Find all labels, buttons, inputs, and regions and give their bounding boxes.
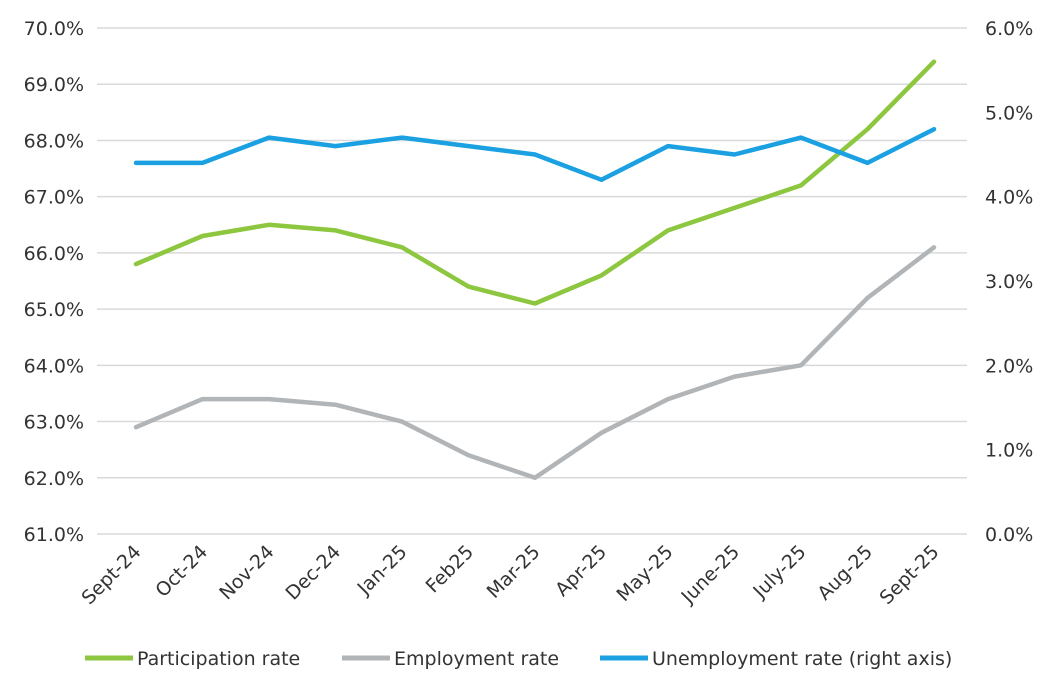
x-axis-tick-label: Feb25	[422, 541, 478, 597]
left-axis-tick-label: 68.0%	[24, 130, 84, 152]
x-axis-tick-label: June-25	[677, 541, 744, 608]
right-axis-tick-label: 2.0%	[985, 355, 1033, 377]
right-axis-tick-label: 5.0%	[985, 102, 1033, 124]
right-axis-tick-label: 1.0%	[985, 440, 1033, 462]
left-axis-tick-label: 64.0%	[24, 355, 84, 377]
x-axis-tick-label: Sept-24	[77, 541, 145, 609]
x-axis-tick-label: Dec-24	[282, 541, 346, 605]
right-axis-ticks: 0.0% 1.0% 2.0% 3.0% 4.0% 5.0% 6.0%	[985, 18, 1033, 546]
x-axis-tick-label: Sept-25	[875, 541, 943, 609]
legend-label: Unemployment rate (right axis)	[652, 648, 952, 670]
left-axis-tick-label: 67.0%	[24, 187, 84, 209]
right-axis-tick-label: 0.0%	[985, 524, 1033, 546]
left-axis-tick-label: 61.0%	[24, 524, 84, 546]
left-axis-tick-label: 66.0%	[24, 243, 84, 265]
x-axis-tick-label: Nov-24	[215, 541, 278, 604]
x-axis-tick-label: Apr-25	[551, 541, 611, 601]
x-axis-ticks: Sept-24 Oct-24 Nov-24 Dec-24 Jan-25 Feb25 Mar-…	[77, 541, 943, 609]
series-line-unemployment-rate-right-axis	[133, 126, 937, 183]
x-axis-tick-label: Oct-24	[151, 541, 212, 602]
right-axis-tick-label: 3.0%	[985, 271, 1033, 293]
left-axis-tick-label: 69.0%	[24, 74, 84, 96]
left-axis-tick-label: 65.0%	[24, 299, 84, 321]
legend-label: Employment rate	[394, 648, 559, 670]
legend-label: Participation rate	[137, 648, 300, 670]
series-lines	[133, 59, 937, 481]
legend: Participation rate Employment rate Unemplo…	[85, 648, 952, 670]
series-line-participation-rate	[133, 59, 937, 306]
left-axis-ticks: 61.0% 62.0% 63.0% 64.0% 65.0% 66.0% 67.0% 68.0%…	[24, 18, 84, 546]
right-axis-tick-label: 6.0%	[985, 18, 1033, 40]
series-line-employment-rate	[133, 245, 937, 481]
left-axis-tick-label: 70.0%	[24, 18, 84, 40]
x-axis-tick-label: May-25	[612, 541, 677, 606]
x-axis-tick-label: Mar-25	[483, 541, 545, 603]
x-axis-tick-label: Aug-25	[813, 541, 877, 605]
left-axis-tick-label: 63.0%	[24, 412, 84, 434]
x-axis-tick-label: Jan-25	[353, 541, 412, 600]
gridlines	[97, 27, 967, 535]
left-axis-tick-label: 62.0%	[24, 468, 84, 490]
right-axis-tick-label: 4.0%	[985, 187, 1033, 209]
x-axis-tick-label: July-25	[748, 541, 810, 603]
